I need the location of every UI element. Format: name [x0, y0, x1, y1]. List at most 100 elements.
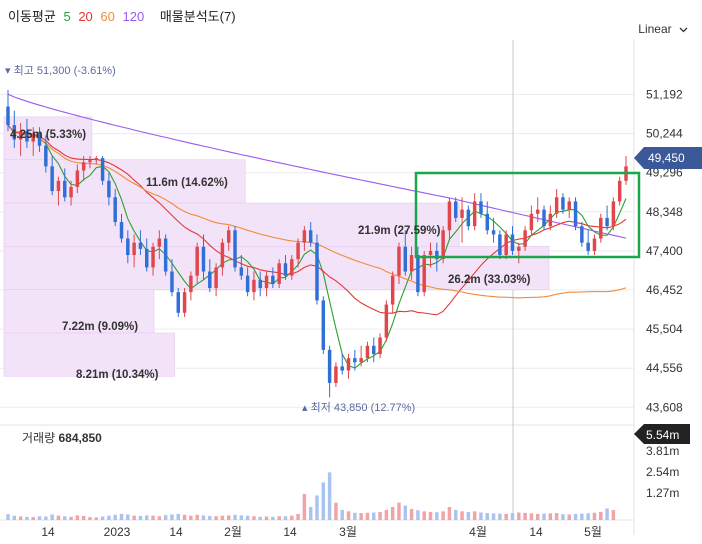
- scale-toggle-button[interactable]: Linear: [638, 22, 688, 36]
- candle-body: [132, 242, 136, 256]
- volume-bar: [327, 472, 332, 520]
- candle-body: [264, 275, 269, 289]
- candle-body: [409, 255, 414, 272]
- volume-bar: [151, 515, 155, 520]
- x-tick-label: 14: [283, 525, 297, 539]
- volume-bar: [31, 517, 35, 520]
- candlesticks: [6, 90, 628, 398]
- candle-body: [271, 275, 275, 284]
- volume-bar: [498, 513, 502, 520]
- volume-bar: [163, 515, 168, 520]
- volume-bar: [245, 515, 250, 520]
- volume-value: 684,850: [58, 431, 102, 445]
- volume-bar: [6, 514, 10, 520]
- volume-bar: [548, 513, 553, 520]
- volume-bar: [69, 516, 73, 520]
- volume-bar: [567, 514, 571, 520]
- volume-bar: [214, 516, 218, 520]
- candle-body: [573, 201, 578, 227]
- candle-body: [586, 242, 590, 251]
- legend-volume-profile: 매물분석도(7): [159, 9, 236, 24]
- candle-body: [548, 213, 553, 227]
- candle-body: [6, 106, 10, 126]
- candle-body: [31, 133, 35, 142]
- volume-bar: [416, 510, 420, 520]
- candle-body: [384, 304, 389, 338]
- volume-bar: [605, 508, 609, 520]
- volume-bar: [81, 515, 86, 520]
- candle-body: [258, 279, 262, 289]
- volume-tick-label: 3.81m: [646, 444, 679, 458]
- profile-bar: [3, 116, 93, 161]
- volume-bar: [359, 513, 363, 520]
- candle-body: [145, 248, 149, 268]
- x-tick-label: 4월: [469, 525, 487, 539]
- volume-bar: [252, 516, 256, 520]
- volume-bar: [208, 515, 212, 520]
- volume-bar: [157, 516, 162, 520]
- candle-body: [529, 213, 534, 231]
- volume-bar: [472, 511, 477, 520]
- volume-bar: [220, 515, 225, 520]
- profile-bar: [3, 159, 246, 204]
- candle-body: [611, 201, 616, 227]
- candle-body: [535, 209, 540, 214]
- volume-bar: [271, 516, 275, 520]
- legend-ma-60: 60: [100, 9, 115, 24]
- candle-body: [100, 158, 105, 181]
- profile-label: 11.6m (14.62%): [146, 177, 228, 189]
- candle-body: [605, 217, 609, 227]
- volume-bar: [517, 512, 521, 520]
- candle-body: [252, 279, 256, 293]
- volume-bar: [226, 515, 231, 520]
- low-price-label: ▴ 최저 43,850 (12.77%): [302, 401, 415, 414]
- volume-bar: [264, 516, 269, 520]
- volume-bar: [346, 511, 351, 520]
- candle-body: [315, 242, 319, 301]
- volume-bar: [611, 510, 616, 520]
- volume-bar: [435, 512, 439, 520]
- candle-body: [302, 230, 307, 243]
- highlight-box-rect: [414, 171, 641, 259]
- x-tick-label: 2월: [224, 525, 242, 539]
- current-volume-badge: 5.54m: [634, 424, 690, 444]
- volume-bar: [580, 513, 584, 520]
- x-tick-label: 5월: [584, 525, 602, 539]
- volume-bar: [56, 515, 61, 520]
- candle-body: [372, 345, 376, 355]
- scale-toggle-label: Linear: [638, 22, 672, 36]
- candle-body: [176, 292, 180, 313]
- volume-bar: [510, 513, 515, 520]
- volume-bar: [113, 514, 117, 520]
- volume-bar: [302, 494, 307, 520]
- candle-body: [435, 250, 439, 260]
- volume-bar: [138, 515, 143, 520]
- volume-bar: [542, 513, 546, 520]
- volume-bar: [258, 516, 262, 520]
- candle-body: [479, 201, 483, 214]
- candle-body: [201, 246, 206, 272]
- volume-bar: [321, 482, 326, 520]
- candle-body: [138, 242, 143, 249]
- volume-bar: [372, 512, 376, 520]
- volume-bar: [599, 511, 603, 520]
- volume-bar: [107, 515, 111, 520]
- candle-body: [599, 217, 603, 239]
- chart-legend: 이동평균 5 20 60 120 매물분석도(7): [8, 6, 240, 25]
- candle-body: [491, 230, 496, 235]
- volume-profile: [3, 116, 550, 377]
- candle-body: [18, 131, 23, 140]
- volume-bar: [170, 514, 174, 520]
- candle-body: [75, 170, 80, 187]
- volume-bar: [296, 513, 300, 520]
- volume-bar: [485, 513, 489, 520]
- volume-bar: [573, 513, 578, 520]
- candle-body: [580, 226, 584, 243]
- candle-body: [554, 197, 559, 214]
- volume-bar: [422, 511, 426, 520]
- volume-bar: [100, 516, 105, 520]
- candle-body: [25, 131, 29, 142]
- y-tick-label: 47,400: [646, 244, 683, 258]
- candle-body: [151, 246, 155, 268]
